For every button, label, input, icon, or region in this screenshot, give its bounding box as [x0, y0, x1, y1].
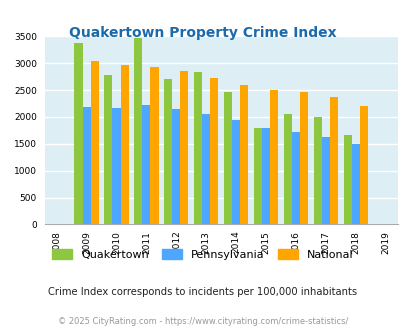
- Bar: [283, 114, 291, 224]
- Bar: [164, 79, 172, 224]
- Bar: [150, 67, 158, 224]
- Bar: [270, 89, 277, 224]
- Text: Quakertown Property Crime Index: Quakertown Property Crime Index: [69, 26, 336, 40]
- Bar: [343, 135, 351, 224]
- Bar: [240, 85, 248, 224]
- Bar: [142, 105, 150, 224]
- Bar: [262, 128, 270, 224]
- Bar: [254, 128, 262, 224]
- Bar: [321, 137, 329, 224]
- Bar: [202, 114, 210, 224]
- Bar: [104, 75, 112, 224]
- Bar: [134, 38, 142, 224]
- Text: © 2025 CityRating.com - https://www.cityrating.com/crime-statistics/: © 2025 CityRating.com - https://www.city…: [58, 317, 347, 326]
- Bar: [232, 120, 240, 224]
- Bar: [194, 72, 202, 224]
- Bar: [82, 107, 90, 224]
- Legend: Quakertown, Pennsylvania, National: Quakertown, Pennsylvania, National: [52, 249, 353, 260]
- Bar: [112, 108, 120, 224]
- Text: Crime Index corresponds to incidents per 100,000 inhabitants: Crime Index corresponds to incidents per…: [48, 287, 357, 297]
- Bar: [313, 117, 321, 224]
- Bar: [210, 78, 218, 224]
- Bar: [299, 92, 307, 224]
- Bar: [74, 43, 82, 224]
- Bar: [224, 92, 232, 224]
- Bar: [180, 71, 188, 224]
- Bar: [291, 133, 299, 224]
- Bar: [90, 61, 98, 224]
- Bar: [351, 144, 359, 224]
- Bar: [172, 109, 180, 224]
- Bar: [120, 65, 128, 224]
- Bar: [329, 97, 337, 224]
- Bar: [359, 106, 367, 224]
